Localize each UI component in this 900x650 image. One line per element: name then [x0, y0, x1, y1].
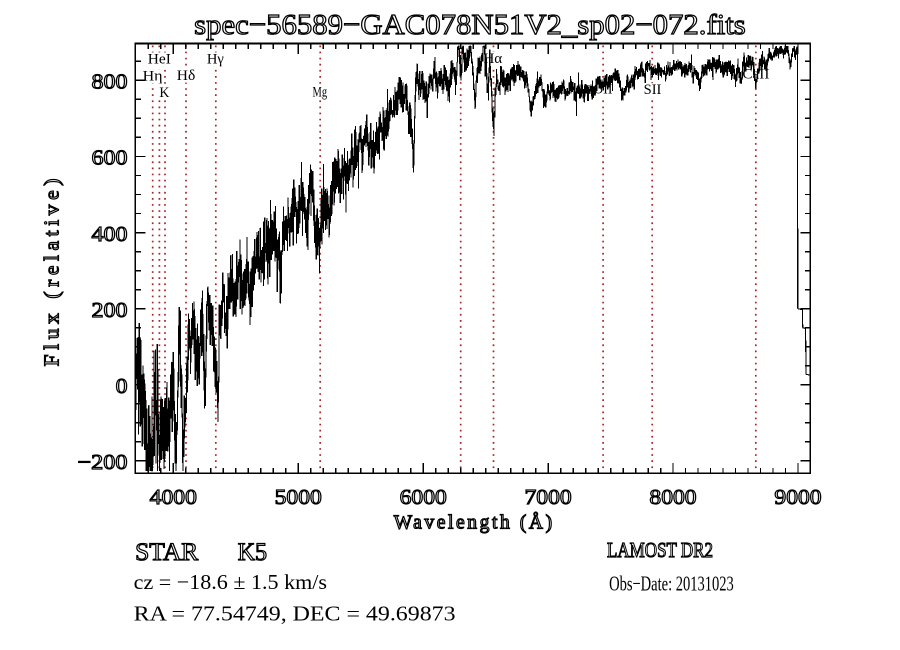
svg-text:Hδ: Hδ: [177, 68, 196, 84]
svg-text:LAMOST DR2: LAMOST DR2: [607, 538, 713, 562]
svg-text:200: 200: [92, 298, 128, 322]
svg-text:Hγ: Hγ: [207, 51, 224, 67]
svg-text:Obs−Date: 20131023: Obs−Date: 20131023: [609, 571, 734, 595]
svg-text:9000: 9000: [774, 485, 821, 509]
svg-text:RA = 77.54749, DEC = 49.6987: RA = 77.54749, DEC = 49.69873: [134, 602, 456, 626]
svg-text:0: 0: [116, 374, 128, 398]
svg-text:7000: 7000: [525, 485, 572, 509]
svg-text:STAR: STAR: [135, 539, 199, 566]
svg-text:Hα: Hα: [483, 51, 502, 67]
svg-text:cz = −18.6 ± 1.5 km/s: cz = −18.6 ± 1.5 km/s: [134, 570, 327, 594]
svg-text:800: 800: [92, 70, 128, 94]
svg-text:6000: 6000: [400, 485, 447, 509]
svg-text:600: 600: [92, 146, 128, 170]
svg-text:5000: 5000: [275, 485, 322, 509]
svg-text:Wavelength (Å): Wavelength (Å): [394, 513, 552, 534]
svg-text:HeI: HeI: [148, 51, 171, 67]
svg-text:8000: 8000: [649, 485, 696, 509]
svg-text:Hη: Hη: [143, 69, 163, 85]
svg-text:4000: 4000: [150, 485, 197, 509]
svg-text:−200: −200: [78, 450, 128, 474]
svg-text:K5: K5: [238, 539, 267, 566]
svg-text:SII: SII: [644, 82, 662, 98]
svg-text:Mg: Mg: [313, 85, 328, 101]
svg-text:K: K: [159, 85, 169, 101]
svg-text:spec−56589−GAC078N51V2_sp02−07: spec−56589−GAC078N51V2_sp02−072.fits: [194, 9, 746, 41]
svg-text:400: 400: [92, 222, 128, 246]
svg-text:Flux (relative): Flux (relative): [39, 179, 63, 367]
